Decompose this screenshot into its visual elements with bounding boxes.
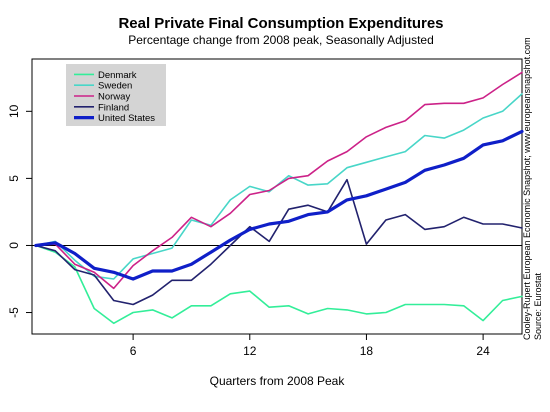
legend-label: Sweden: [98, 81, 132, 92]
series-line-norway: [35, 71, 523, 290]
source-line: Cooley-Rupert European Economic Snapshot…: [522, 37, 532, 340]
chart-subtitle: Percentage change from 2008 peak, Season…: [128, 33, 434, 47]
x-tick-label: 12: [243, 344, 257, 358]
y-tick-label: 5: [7, 175, 21, 182]
y-tick-label: 0: [7, 242, 21, 249]
x-tick-label: 18: [360, 344, 374, 358]
source-note: Cooley-Rupert European Economic Snapshot…: [522, 37, 543, 340]
chart-title: Real Private Final Consumption Expenditu…: [118, 15, 443, 32]
x-axis-label: Quarters from 2008 Peak: [210, 374, 346, 388]
series-line-finland: [35, 178, 523, 306]
legend-label: Denmark: [98, 70, 137, 81]
series-line-denmark: [35, 244, 523, 325]
x-tick-label: 6: [130, 344, 137, 358]
legend-label: United States: [98, 113, 155, 124]
source-line: Source: Eurostat: [533, 272, 543, 340]
axis-ticks: 6 12 18 24 -5 0 5 10: [7, 104, 490, 358]
plot-frame: [31, 58, 523, 335]
x-tick-label: 24: [476, 344, 490, 358]
y-tick-label: 10: [7, 104, 21, 118]
series-group: [34, 71, 524, 325]
series-line-united-states: [34, 129, 524, 281]
legend-label: Finland: [98, 102, 129, 113]
legend-label: Norway: [98, 92, 130, 103]
y-tick-label: -5: [7, 307, 21, 318]
